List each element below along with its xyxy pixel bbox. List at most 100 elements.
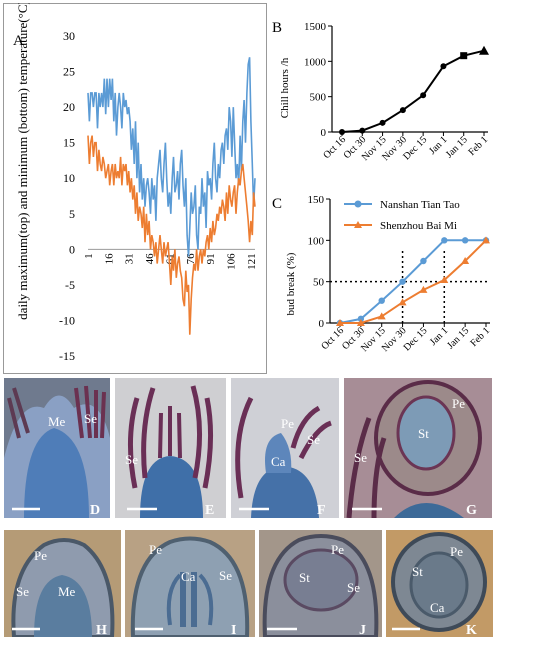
micrograph-d-label-se: Se xyxy=(84,411,97,426)
panel-c-series-line-1 xyxy=(340,239,487,324)
panel-a-ytick: 25 xyxy=(63,65,75,79)
panel-c-point-nanshan xyxy=(378,297,385,304)
micrograph-j: St Pe Se J xyxy=(259,530,382,637)
panel-b-ytick: 1500 xyxy=(304,21,327,33)
panel-b-ylabel: Chill hours /h xyxy=(279,57,291,118)
micrograph-e: Se E xyxy=(115,378,226,518)
panel-c-point-shenzhou xyxy=(461,257,470,264)
panel-a-chart: A 30 25 20 15 10 5 0 -5 -10 -15 1 16 31 46 61 76 91 106 1… xyxy=(3,3,268,374)
panel-b-xtick: Dec 15 xyxy=(401,134,429,162)
panel-a-xtick: 16 xyxy=(103,253,115,264)
micrograph-i-label-se: Se xyxy=(219,568,232,583)
micrograph-i-label-pe: Pe xyxy=(149,542,162,557)
panel-b-point xyxy=(420,92,427,99)
panel-a-xtick: 46 xyxy=(144,253,156,264)
micrograph-i-label-ca: Ca xyxy=(181,569,196,584)
legend-label-nanshan: Nanshan Tian Tao xyxy=(380,199,460,211)
panel-c-point-shenzhou xyxy=(336,319,344,326)
panel-b-point xyxy=(460,52,468,60)
panel-c-ytick: 100 xyxy=(308,235,325,247)
panel-c-ytick: 150 xyxy=(308,194,325,206)
panel-a-ytick: 20 xyxy=(63,100,75,114)
panel-c-point-nanshan xyxy=(399,278,406,285)
panel-b-point xyxy=(440,63,447,70)
panel-a-xtick: 136 xyxy=(266,253,268,270)
panel-c-point-shenzhou xyxy=(482,236,490,244)
panel-c-ytick: 50 xyxy=(313,277,325,289)
micrograph-g-letter: G xyxy=(466,503,477,518)
micrograph-h-label-me: Me xyxy=(58,584,76,599)
panel-c-xtick: Feb 1 xyxy=(468,325,492,349)
panel-a-min-temp-line xyxy=(87,135,256,335)
micrograph-j-label-pe: Pe xyxy=(331,542,344,557)
micrograph-h-letter: H xyxy=(96,623,107,637)
panel-b-xtick: Jan 15 xyxy=(444,134,470,160)
micrograph-g-label-se: Se xyxy=(354,450,367,465)
micrograph-k-label-st: St xyxy=(412,564,423,579)
micrograph-g-label-st: St xyxy=(418,426,429,441)
panel-a-ytick: 30 xyxy=(63,29,75,43)
micrograph-h: Pe Se Me H xyxy=(4,530,121,637)
micrograph-g: Pe St Se G xyxy=(344,378,492,518)
panel-b-xtick: Feb 1 xyxy=(466,134,490,158)
micrograph-f: Pe Se Ca F xyxy=(231,378,339,518)
micrograph-f-letter: F xyxy=(317,503,326,518)
panel-c-point-nanshan xyxy=(461,237,469,244)
micrograph-j-letter: J xyxy=(359,623,366,637)
panel-b-chill-line xyxy=(341,49,485,133)
panel-b-point xyxy=(379,119,386,126)
micrograph-j-label-st: St xyxy=(299,570,310,585)
legend-marker-nanshan xyxy=(354,200,362,208)
panel-a-letter: A xyxy=(13,33,24,49)
panel-c-xtick: Jan 15 xyxy=(445,325,471,351)
panel-c-point-shenzhou xyxy=(398,298,407,306)
panel-a-ytick: 15 xyxy=(63,136,75,150)
legend-marker-shenzhou xyxy=(354,221,362,228)
micrograph-f-label-se: Se xyxy=(307,432,320,447)
panel-a-ytick: 5 xyxy=(69,207,75,221)
panel-a-ytick: 10 xyxy=(63,171,75,185)
micrograph-f-label-ca: Ca xyxy=(271,454,286,469)
micrograph-k-label-pe: Pe xyxy=(450,544,463,559)
panel-b-point xyxy=(339,129,345,135)
panel-a-xtick: 76 xyxy=(185,253,197,264)
micrograph-h-label-se: Se xyxy=(16,584,29,599)
panel-c-xtick: Dec 15 xyxy=(402,325,430,353)
panel-c-point-shenzhou xyxy=(356,319,365,326)
panel-c-point-shenzhou xyxy=(377,312,386,320)
panel-b-letter: B xyxy=(272,20,282,36)
panel-b-ytick: 0 xyxy=(321,127,327,139)
panel-a-max-temp-line xyxy=(87,57,256,257)
micrograph-e-label-se: Se xyxy=(125,452,138,467)
legend-label-shenzhou: Shenzhou Bai Mi xyxy=(380,220,457,232)
panel-c-letter: C xyxy=(272,196,282,212)
panel-b-ytick: 1000 xyxy=(304,56,327,68)
micrograph-g-label-pe: Pe xyxy=(452,396,465,411)
panel-a-xtick: 1 xyxy=(83,253,95,258)
panel-a-xtick: 91 xyxy=(205,253,217,264)
panel-b-point xyxy=(359,127,366,134)
micrograph-k-letter: K xyxy=(466,623,477,637)
panel-b-point xyxy=(479,45,489,55)
panel-c-legend: Nanshan Tian Tao Shenzhou Bai Mi xyxy=(344,199,460,232)
panel-a-ytick: 0 xyxy=(69,242,75,256)
micrograph-d-label-me: Me xyxy=(48,414,66,429)
micrograph-k-label-ca: Ca xyxy=(430,600,445,615)
panel-a-xtick: 121 xyxy=(246,253,258,269)
panel-c-point-nanshan xyxy=(441,237,448,244)
micrograph-h-label-pe: Pe xyxy=(34,548,47,563)
micrograph-d-letter: D xyxy=(90,503,100,518)
panel-c-point-nanshan xyxy=(420,257,427,265)
panel-b-point xyxy=(399,107,406,114)
panel-a-ylabel: daily maximum(top) and minimum (bottom) … xyxy=(15,3,30,320)
micrograph-j-label-se: Se xyxy=(347,580,360,595)
micrograph-k: Pe St Ca K xyxy=(386,530,493,637)
micrograph-e-letter: E xyxy=(205,503,214,518)
panel-a-ytick: -10 xyxy=(59,313,75,327)
micrograph-i-letter: I xyxy=(231,623,236,637)
panel-a-xtick: 31 xyxy=(124,253,136,264)
panel-a-xtick: 61 xyxy=(164,253,176,264)
panel-c-ytick: 0 xyxy=(319,318,325,330)
micrograph-i: Pe Ca Se I xyxy=(125,530,255,637)
